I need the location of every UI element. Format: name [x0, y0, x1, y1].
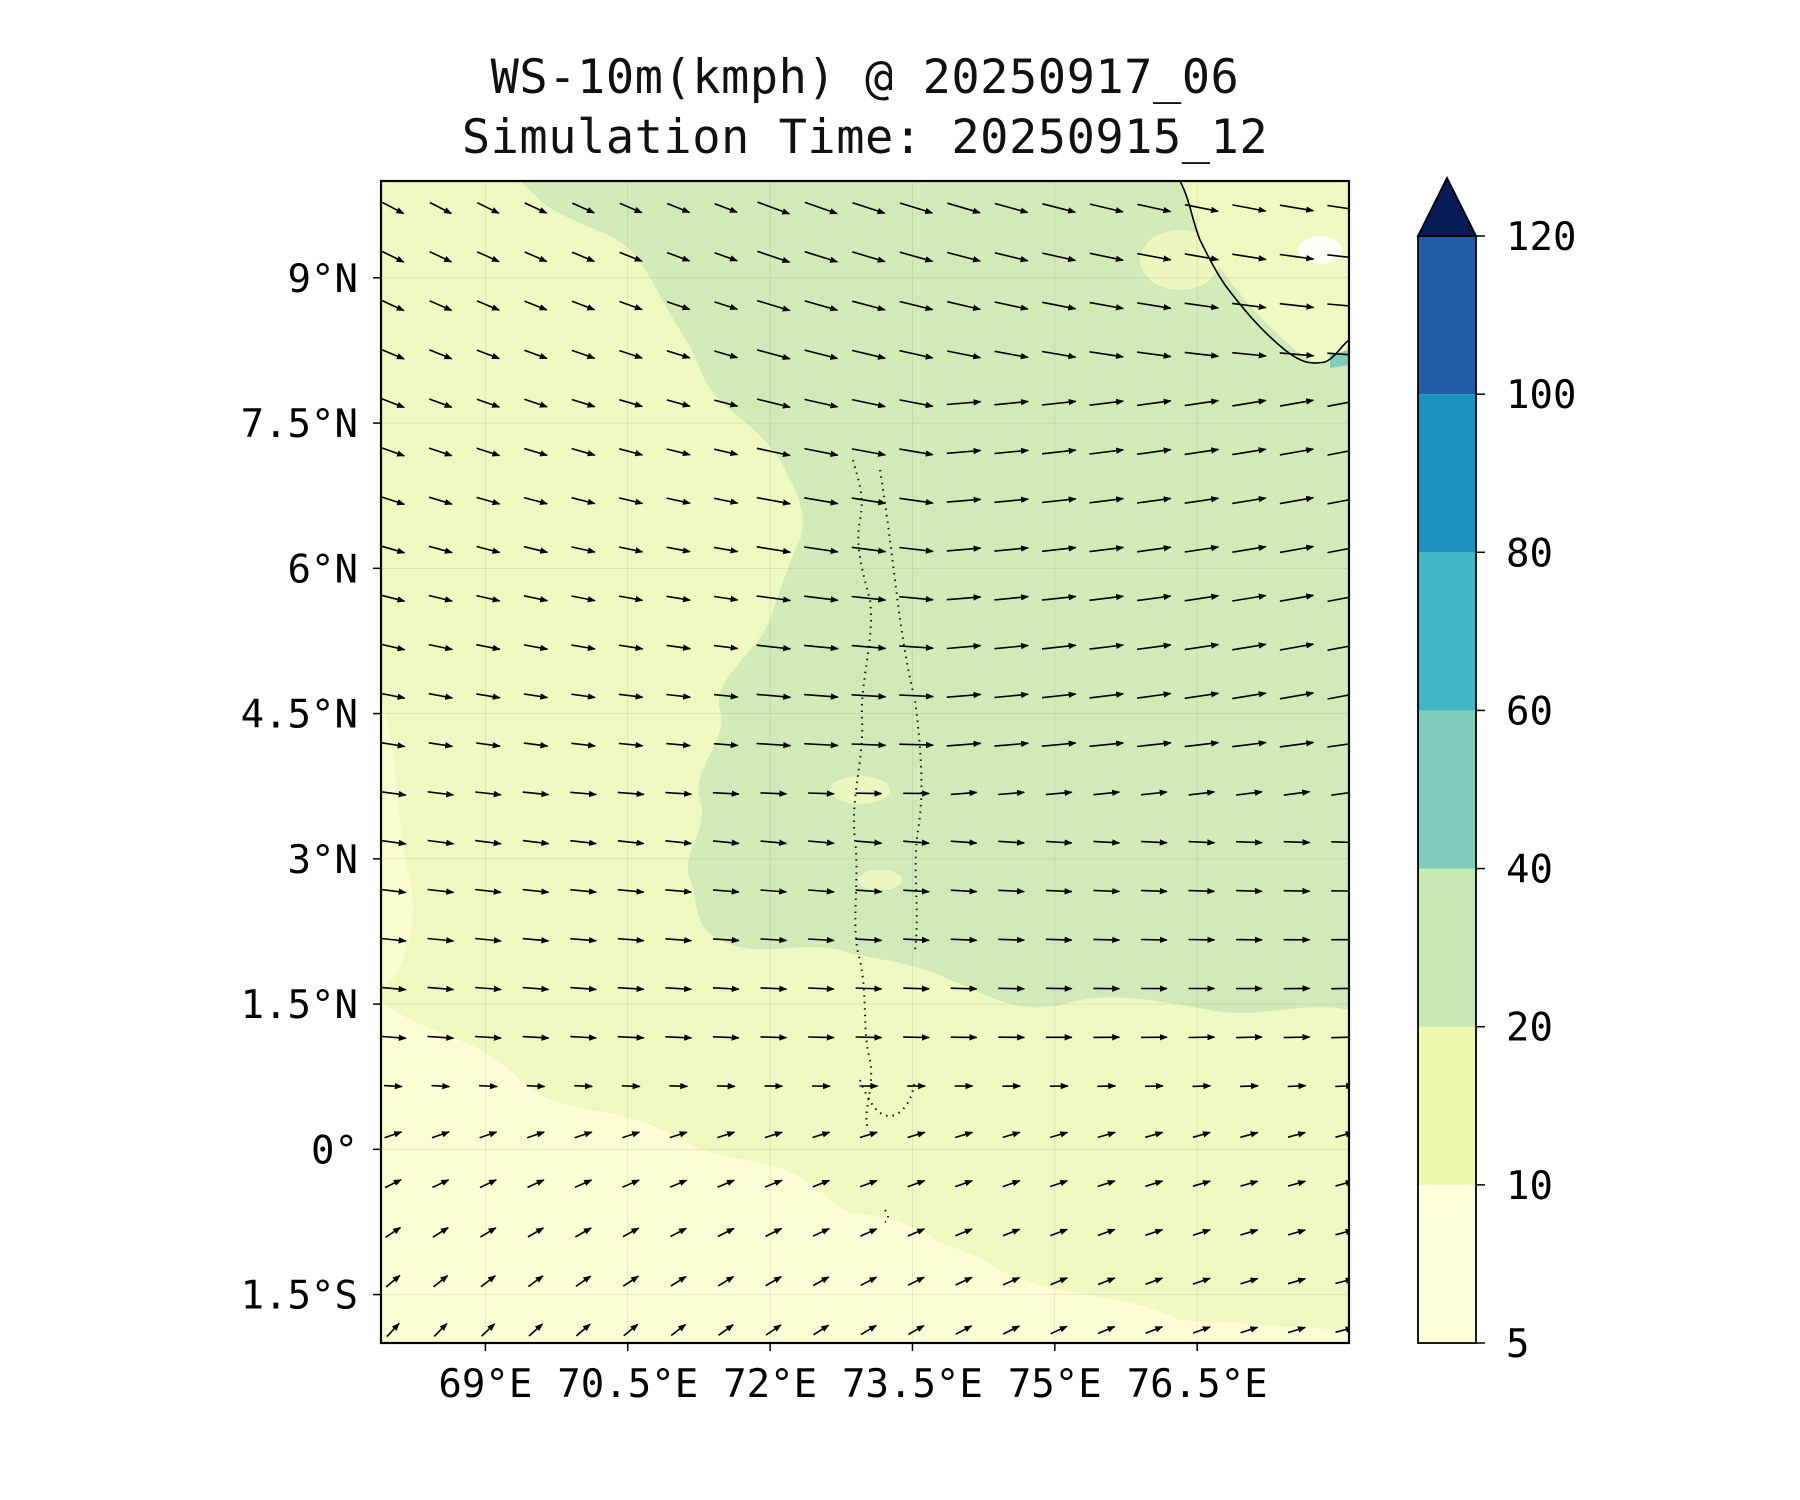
- lon-tick-label: 69°E: [438, 1362, 532, 1407]
- colorbar-segment: [1418, 394, 1476, 553]
- colorbar: 5 10 20 40 60 80 100 120: [1416, 175, 1576, 1367]
- colorbar-segment: [1418, 552, 1476, 711]
- map-area: [381, 181, 1349, 1343]
- colorbar-tick-label: 60: [1506, 689, 1553, 734]
- colorbar-tick-label: 40: [1506, 848, 1553, 893]
- colorbar-tick-label: 10: [1506, 1164, 1553, 1209]
- colorbar-tick-label: 100: [1506, 373, 1576, 418]
- colorbar-tick-label: 120: [1506, 215, 1576, 260]
- lon-tick-label: 70.5°E: [557, 1362, 698, 1407]
- wind-vectors: [381, 201, 1349, 1338]
- lon-tick-label: 76.5°E: [1127, 1362, 1268, 1407]
- lon-tick-label: 75°E: [1008, 1362, 1102, 1407]
- colorbar-tick-label: 80: [1506, 531, 1553, 576]
- colorbar-segment: [1418, 1184, 1476, 1343]
- lat-tick-label: 6°N: [288, 547, 358, 592]
- longitude-axis: 69°E 70.5°E 72°E 73.5°E 75°E 76.5°E: [438, 1343, 1268, 1407]
- lat-tick-label: 7.5°N: [241, 402, 358, 447]
- lat-tick-label: 3°N: [288, 838, 358, 883]
- colorbar-tick-label: 20: [1506, 1006, 1553, 1051]
- chart-subtitle: Simulation Time: 20250915_12: [461, 110, 1269, 165]
- lat-tick-label: 1.5°S: [241, 1274, 358, 1319]
- lon-tick-label: 72°E: [723, 1362, 817, 1407]
- india-coast-region: [1180, 181, 1349, 362]
- colorbar-frame: [1417, 235, 1477, 1344]
- map-frame: [379, 179, 1351, 1345]
- lat-tick-label: 4.5°N: [241, 693, 358, 738]
- colorbar-extend-arrow: [1416, 175, 1478, 237]
- colorbar-segment: [1418, 1026, 1476, 1185]
- wind-band-5-10-west: [381, 700, 413, 990]
- colorbar-segment: [1418, 868, 1476, 1027]
- lat-tick-label: 0°: [311, 1128, 358, 1173]
- lat-tick-label: 9°N: [288, 257, 358, 302]
- wind-band-5-10-south: [660, 1210, 940, 1290]
- latitude-axis: 9°N 7.5°N 6°N 4.5°N 3°N 1.5°N 0° 1.5°S: [241, 257, 381, 1319]
- colorbar-tick-label: 5: [1506, 1322, 1529, 1367]
- lat-tick-label: 1.5°N: [241, 983, 358, 1028]
- india-coastline: [1179, 181, 1349, 364]
- colorbar-segment: [1418, 710, 1476, 869]
- colorbar-segment: [1418, 236, 1476, 395]
- chart-title: WS-10m(kmph) @ 20250917_06: [490, 50, 1240, 105]
- wind-band-20-40: [520, 181, 1349, 1013]
- wind-band-5-10: [381, 1000, 1349, 1343]
- map-gridlines: [381, 181, 1349, 1343]
- lon-tick-label: 73.5°E: [842, 1362, 983, 1407]
